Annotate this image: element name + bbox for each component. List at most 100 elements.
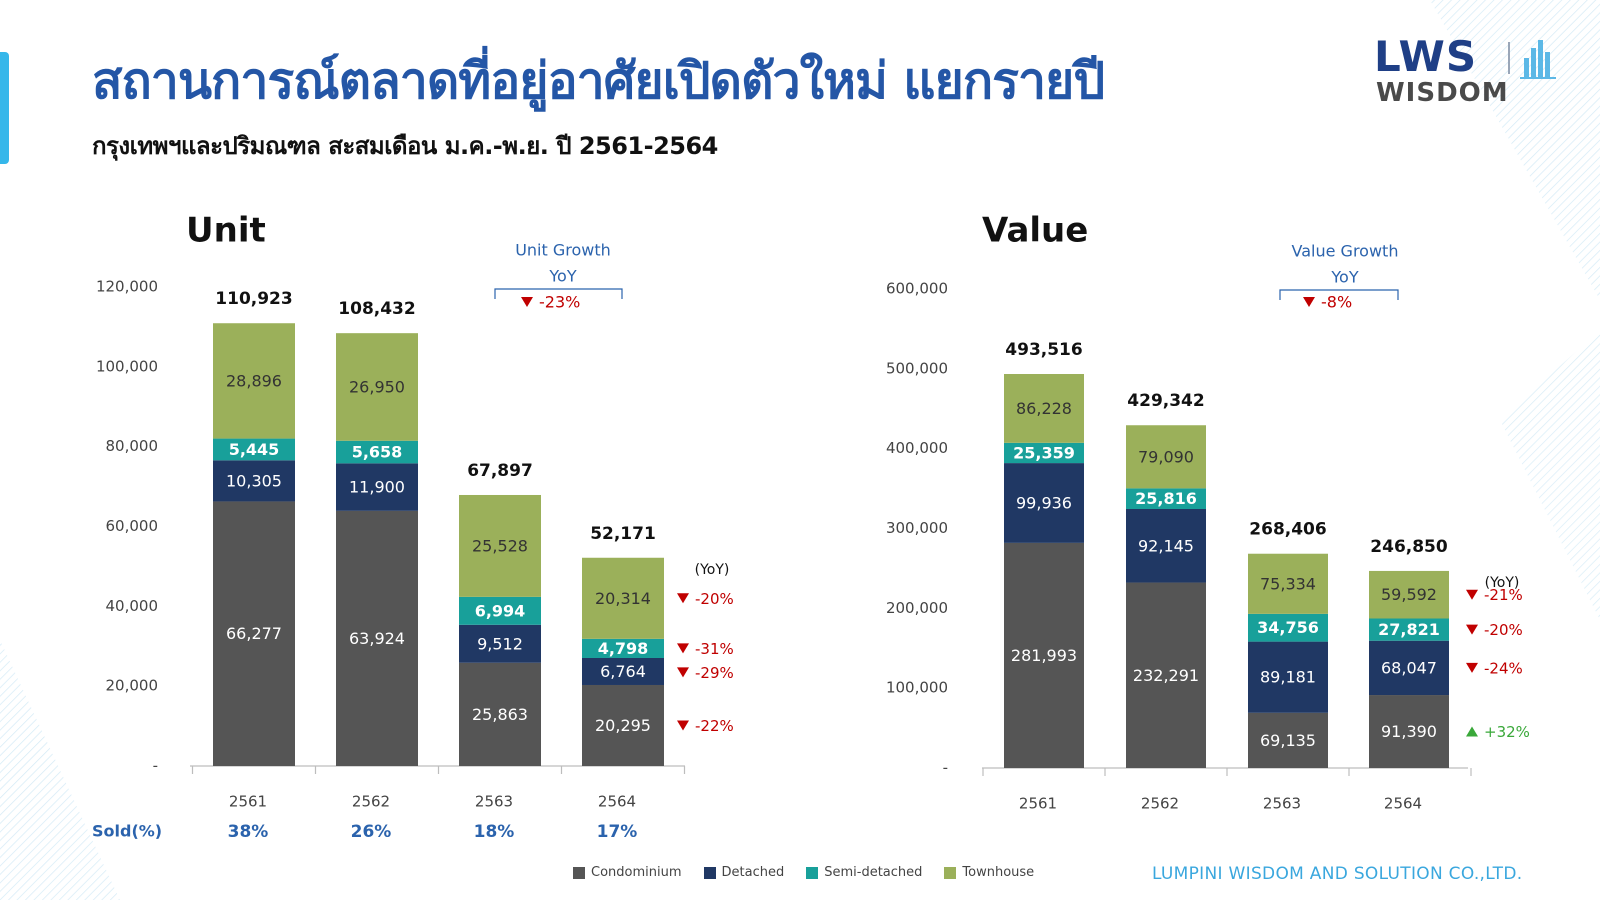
unit-bar-data-label: 26,950 [349,377,405,396]
value-total-label: 493,516 [1005,340,1082,360]
value-bar-data-label: 69,135 [1260,731,1316,750]
unit-bar-data-label: 10,305 [226,471,282,490]
legend-label: Condominium [591,865,682,880]
legend-item-townhouse: Townhouse [944,865,1034,880]
value-bar-condominium-2564 [1369,695,1449,768]
value-growth-subtitle: YoY [1330,268,1358,287]
unit-total-label: 108,432 [338,299,415,319]
arrow-up-icon [1466,726,1478,737]
value-bar-data-label: 34,756 [1257,618,1319,637]
unit-bar-detached-2562 [336,463,418,511]
unit-growth-subtitle: YoY [548,267,576,286]
unit-x-tick-label: 2563 [475,793,513,811]
unit-y-tick-label: 80,000 [106,437,159,455]
value-total-label: 246,850 [1370,537,1448,557]
arrow-down-icon [1466,624,1478,635]
unit-y-tick-label: - [153,757,158,775]
logo-text-top: LWS [1374,32,1478,81]
building-icon [1520,40,1556,79]
unit-bar-condominium-2563 [459,662,541,766]
value-bar-data-label: 232,291 [1133,666,1199,685]
value-bar-townhouse-2564 [1369,570,1449,619]
legend-label: Semi-detached [824,865,923,880]
value-bar-condominium-2563 [1248,712,1328,768]
unit-x-tick-label: 2562 [352,793,390,811]
company-logo: LWS WISDOM [1374,34,1574,114]
unit-total-label: 52,171 [590,524,656,544]
unit-bar-townhouse-2561 [213,323,295,439]
logo-divider [1508,42,1510,74]
value-bar-townhouse-2562 [1126,425,1206,489]
value-bar-detached-2562 [1126,508,1206,583]
value-total-label: 429,342 [1127,391,1204,411]
arrow-down-icon [677,667,689,678]
value-bar-data-label: 27,821 [1378,620,1440,639]
legend-label: Detached [721,865,785,880]
value-bar-data-label: 25,816 [1135,489,1197,508]
arrow-down-icon [1466,589,1478,600]
unit-yoy-value-condominium: -22% [695,717,734,735]
value-bar-detached-2564 [1369,640,1449,696]
sold-percent: 26% [351,822,392,842]
logo-text-bottom: WISDOM [1376,78,1509,108]
value-growth-title: Value Growth [1292,242,1399,261]
sold-percent: 38% [228,822,269,842]
unit-y-tick-label: 20,000 [106,677,159,695]
value-bar-data-label: 89,181 [1260,668,1316,687]
unit-bar-data-label: 25,863 [472,705,528,724]
arrow-down-icon [677,593,689,604]
value-total-label: 268,406 [1249,520,1326,540]
value-bar-data-label: 25,359 [1013,443,1075,462]
unit-bar-semi-detached-2564 [582,638,664,658]
unit-yoy-value-detached: -29% [695,664,734,682]
page-subtitle: กรุงเทพฯและปริมณฑล สะสมเดือน ม.ค.-พ.ย. ป… [92,132,718,160]
value-x-tick-label: 2563 [1263,795,1301,813]
unit-x-tick-label: 2564 [598,793,636,811]
value-y-tick-label: 200,000 [886,599,948,617]
unit-bar-data-label: 9,512 [477,634,523,653]
unit-growth-title: Unit Growth [515,241,611,260]
value-y-tick-label: - [943,759,948,777]
sold-percent: 18% [474,822,515,842]
value-yoy-value-semi-detached: -20% [1484,621,1523,639]
legend-swatch-townhouse [944,866,957,879]
unit-total-label: 67,897 [467,461,533,481]
unit-yoy-header: (YoY) [695,562,730,578]
value-yoy-value-townhouse: -21% [1484,586,1523,604]
unit-bar-data-label: 5,658 [352,443,403,462]
unit-bar-data-label: 5,445 [229,440,280,459]
arrow-down-icon [1303,297,1315,307]
unit-bar-townhouse-2562 [336,333,418,441]
value-yoy-header: (YoY) [1485,575,1520,591]
arrow-down-icon [1466,662,1478,673]
unit-bar-data-label: 20,295 [595,716,651,735]
value-y-tick-label: 100,000 [886,679,948,697]
value-x-tick-label: 2561 [1019,795,1057,813]
unit-bar-data-label: 6,994 [475,601,526,620]
value-bar-condominium-2561 [1004,542,1084,768]
unit-y-tick-label: 60,000 [106,517,159,535]
unit-bar-data-label: 66,277 [226,624,282,643]
value-bar-data-label: 79,090 [1138,447,1194,466]
unit-y-tick-label: 100,000 [96,357,158,375]
unit-bar-detached-2561 [213,460,295,502]
company-name: LUMPINI WISDOM AND SOLUTION CO.,LTD. [1152,864,1523,884]
unit-bar-data-label: 6,764 [600,662,646,681]
value-bar-detached-2561 [1004,463,1084,543]
unit-bar-data-label: 63,924 [349,629,405,648]
legend-swatch-condominium [573,866,585,879]
unit-bar-data-label: 28,896 [226,371,282,390]
unit-bar-detached-2563 [459,624,541,663]
unit-total-label: 110,923 [215,289,292,309]
unit-bar-semi-detached-2562 [336,440,418,464]
unit-bar-townhouse-2563 [459,494,541,597]
unit-y-tick-label: 40,000 [106,597,159,615]
sold-percent: 17% [597,822,638,842]
value-bar-condominium-2562 [1126,582,1206,768]
unit-bar-data-label: 25,528 [472,536,528,555]
value-yoy-value-detached: -24% [1484,659,1523,677]
unit-bar-condominium-2561 [213,501,295,766]
unit-yoy-value-townhouse: -20% [695,590,734,608]
unit-bar-condominium-2564 [582,684,664,766]
